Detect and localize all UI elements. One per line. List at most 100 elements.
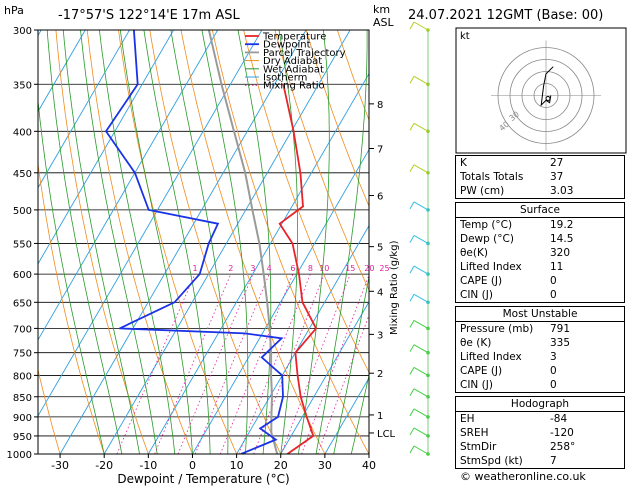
table-title: Most Unstable	[456, 307, 624, 322]
wind-barb-staff	[413, 21, 429, 31]
pressure-tick-label: 450	[13, 169, 32, 180]
pressure-tick-label: 350	[13, 80, 32, 91]
mixing-ratio-axis-label: Mixing Ratio (g/kg)	[389, 240, 400, 335]
dewpoint-point	[261, 356, 263, 359]
mixing-ratio-labels: 1 2 3 4 6 8 10 15 20 25	[193, 264, 390, 273]
wet-adiabat-line	[143, 30, 211, 454]
wet-adiabat-line	[119, 30, 193, 454]
temperature-point	[299, 172, 302, 174]
pressure-tick-label: 900	[13, 413, 32, 424]
dry-adiabat-line	[211, 30, 369, 454]
dry-adiabat-line	[180, 30, 326, 454]
pressure-tick-label: 1000	[7, 450, 32, 461]
row-value: 335	[550, 337, 571, 349]
wind-barb-flag	[409, 164, 415, 173]
wind-barb-staff	[413, 427, 429, 437]
mixing-ratio-label: 8	[308, 264, 313, 273]
wind-barb-flag	[409, 21, 415, 30]
row-value: 3	[550, 351, 557, 363]
dry-adiabat-line	[118, 30, 237, 454]
temperature-point	[312, 435, 315, 437]
wind-barb-staff	[413, 445, 429, 455]
dry-adiabat-line	[38, 161, 105, 454]
wet-adiabat-line	[38, 97, 105, 454]
temperature-tick-label: 0	[189, 459, 196, 472]
mixing-ratio-label: 25	[379, 264, 389, 273]
row-label: K	[460, 157, 467, 169]
mixing-ratio-line	[238, 273, 311, 454]
dry-adiabat-line	[305, 30, 369, 208]
temperature-tick-label: -30	[51, 459, 69, 472]
mixing-ratio-label: 15	[345, 264, 355, 273]
row-label: Lifted Index	[460, 351, 522, 363]
dewpoint-point	[207, 242, 210, 245]
hodograph-table: Hodograph EH -84 SREH -120 StmDir 258° StmSpd (…	[455, 396, 625, 469]
dewpoint-point	[282, 396, 284, 398]
row-value: 0	[550, 275, 557, 287]
wind-barb-staff	[413, 265, 429, 275]
table-row: Temp (°C) 19.2	[456, 218, 624, 232]
temperature-point	[298, 273, 300, 275]
dewpoint-point	[147, 209, 150, 211]
temperature-point	[292, 130, 295, 133]
mixing-ratio-label: 20	[364, 264, 374, 273]
wet-adiabat-line	[350, 373, 369, 454]
temperature-point	[296, 374, 299, 377]
row-label: θe(K)	[460, 247, 488, 259]
wet-adiabat-line	[278, 30, 298, 454]
row-label: CIN (J)	[460, 379, 493, 391]
km-tick-label: 2	[377, 369, 383, 380]
pressure-tick-label: 750	[13, 349, 32, 360]
km-unit-label: km	[373, 3, 391, 16]
temperature-tick-label: 40	[362, 459, 376, 472]
row-label: Temp (°C)	[460, 219, 513, 231]
wind-barb-flag	[409, 408, 415, 417]
temperature-point	[278, 222, 281, 225]
credit-text: © weatheronline.co.uk	[460, 470, 586, 483]
km-tick-label: 5	[377, 243, 383, 254]
table-row: Lifted Index 11	[456, 260, 624, 274]
temperature-point	[299, 396, 302, 398]
row-label: Lifted Index	[460, 261, 522, 273]
row-label: PW (cm)	[460, 185, 505, 197]
mixing-ratio-label: 4	[267, 264, 272, 273]
dewpoint-point	[217, 222, 219, 225]
wet-adiabat-line	[333, 274, 369, 454]
temperature-tick-label: 30	[318, 459, 332, 472]
parcel-trajectory-line	[207, 30, 279, 454]
row-label: CAPE (J)	[460, 365, 503, 377]
table-row: θe (K) 335	[456, 336, 624, 350]
row-label: Totals Totals	[460, 171, 524, 183]
mixing-ratio-line	[317, 314, 369, 454]
dewpoint-point	[244, 332, 246, 335]
table-title: Surface	[456, 203, 624, 218]
dry-adiabat-line	[149, 30, 282, 454]
mixing-ratio-label: 10	[319, 264, 329, 273]
dewpoint-point	[118, 327, 121, 330]
wind-barb-flag	[409, 427, 415, 436]
isotherm-line	[38, 30, 263, 417]
mixing-ratio-line	[177, 273, 254, 454]
dry-adiabat-line	[55, 30, 149, 454]
storm-motion-marker	[545, 96, 551, 101]
legend-label: Temperature	[262, 32, 326, 43]
row-label: EH	[460, 413, 475, 425]
temperature-point	[294, 351, 297, 354]
wind-barb-staff	[413, 164, 429, 174]
row-value: 11	[550, 261, 564, 273]
row-value: 37	[550, 171, 564, 183]
dewpoint-point	[105, 130, 107, 133]
temperature-tick-label: 20	[274, 459, 288, 472]
asl-unit-label: ASL	[373, 16, 394, 29]
wet-adiabat-line	[315, 30, 368, 454]
mixing-ratio-line	[301, 274, 369, 454]
wind-barb-flag	[409, 344, 415, 352]
plot-frame	[37, 29, 370, 455]
row-label: CIN (J)	[460, 289, 493, 301]
dry-adiabat-line	[86, 30, 193, 454]
wet-adiabat-line	[170, 30, 229, 454]
isotherm-line	[147, 72, 369, 454]
legend-label: Isotherm	[263, 73, 307, 84]
pressure-tick-label: 950	[13, 432, 32, 443]
row-value: 791	[550, 323, 571, 335]
